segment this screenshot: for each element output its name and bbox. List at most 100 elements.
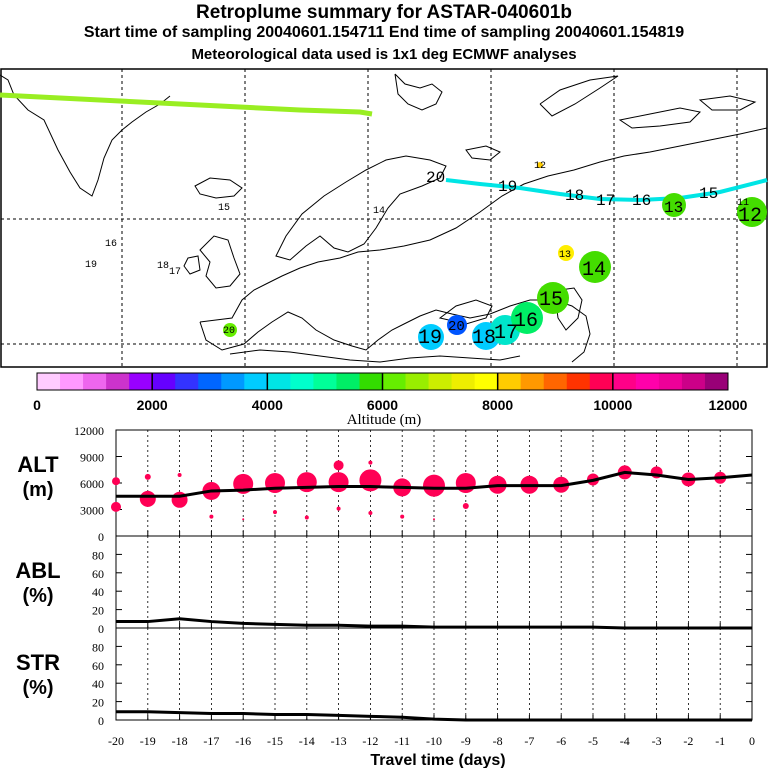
time-series-panels: 030006000900012000ALT(m)020406080ABL(%)0…	[15, 424, 755, 768]
map-label: 17	[169, 267, 181, 278]
map-label: 16	[514, 310, 538, 333]
colorbar-cell	[244, 373, 268, 390]
map-label: 20	[223, 326, 235, 337]
colorbar-cell	[313, 373, 337, 390]
colorbar-cell	[704, 373, 729, 390]
y-axis-unit: (m)	[22, 479, 53, 501]
altitude-dot	[333, 460, 344, 471]
map-label: 13	[664, 199, 683, 217]
altitude-dot	[304, 515, 309, 520]
cluster-marker	[418, 324, 444, 350]
map-label: 16	[105, 239, 117, 250]
y-tick-label: 0	[98, 714, 104, 728]
map-label: 19	[85, 260, 97, 271]
altitude-dot	[209, 514, 214, 519]
colorbar: 0 2000 4000 6000 8000 10000 12000 Altitude (m)	[33, 372, 748, 428]
y-axis-unit: (%)	[22, 585, 53, 607]
colorbar-tick-label: 12000	[709, 397, 748, 413]
y-tick-label: 20	[92, 696, 104, 710]
y-tick-label: 40	[92, 677, 104, 691]
x-tick-label: -14	[299, 734, 315, 748]
colorbar-tick-label: 2000	[137, 397, 168, 413]
x-tick-label: -2	[683, 734, 693, 748]
altitude-dot	[296, 472, 317, 493]
map-panel: 20 19 18 17 16 15 13 12 11 14 13 15 16 1…	[0, 68, 768, 368]
trajectory-cyan-line	[445, 178, 768, 203]
y-axis-label: ABL	[15, 558, 60, 583]
colorbar-cell	[520, 373, 545, 390]
x-tick-label: -4	[620, 734, 630, 748]
map-label: 20	[426, 169, 445, 187]
x-axis-label: Travel time (days)	[370, 752, 505, 768]
map-label: 19	[418, 327, 442, 350]
y-tick-label: 3000	[80, 504, 104, 518]
x-tick-label: -8	[493, 734, 503, 748]
colorbar-cell	[681, 373, 706, 390]
y-axis-label: ALT	[17, 452, 59, 477]
altitude-dot	[144, 473, 151, 480]
colorbar-tick-label: 4000	[252, 397, 283, 413]
colorbar-cell	[267, 373, 291, 390]
colorbar-cell	[405, 373, 430, 390]
altitude-dot	[368, 511, 373, 516]
y-tick-label: 9000	[80, 451, 104, 465]
colorbar-tick-label: 10000	[593, 397, 632, 413]
altitude-dot	[177, 473, 182, 478]
cluster-marker	[558, 245, 574, 261]
colorbar-tick-label: 6000	[367, 397, 398, 413]
map-label: 12	[534, 161, 546, 172]
y-tick-label: 60	[92, 659, 104, 673]
colorbar-tick-label: 8000	[482, 397, 513, 413]
altitude-dot	[423, 474, 445, 497]
altitude-dot	[462, 502, 469, 509]
colorbar-cell	[37, 373, 61, 390]
y-tick-label: 6000	[80, 477, 104, 491]
altitude-dot	[111, 501, 121, 512]
colorbar-cell	[221, 373, 245, 390]
colorbar-cell	[83, 373, 107, 390]
y-tick-label: 0	[98, 622, 104, 636]
y-axis-unit: (%)	[22, 677, 53, 699]
x-tick-label: -9	[461, 734, 471, 748]
colorbar-cell	[658, 373, 683, 390]
colorbar-cell	[290, 373, 314, 390]
altitude-dot	[433, 518, 435, 521]
y-axis-label: STR	[16, 650, 60, 675]
cluster-marker	[537, 162, 543, 168]
colorbar-cell	[428, 373, 453, 390]
x-tick-label: -16	[235, 734, 251, 748]
x-tick-label: -19	[140, 734, 156, 748]
map-label: 14	[582, 259, 606, 282]
altitude-dot	[273, 510, 277, 515]
x-tick-label: -10	[426, 734, 442, 748]
colorbar-cell	[566, 373, 591, 390]
colorbar-cell	[612, 373, 637, 390]
map-label: 13	[559, 250, 571, 261]
map-label: 17	[596, 192, 615, 210]
colorbar-cell	[359, 373, 383, 390]
map-label: 20	[448, 319, 465, 335]
cluster-marker	[579, 251, 611, 283]
altitude-dot	[139, 490, 156, 507]
colorbar-title: Altitude (m)	[347, 412, 422, 428]
x-tick-label: -7	[524, 734, 534, 748]
x-tick-label: -18	[172, 734, 188, 748]
y-tick-label: 40	[92, 585, 104, 599]
y-tick-label: 0	[98, 530, 104, 544]
cluster-markers	[223, 162, 767, 350]
x-tick-label: -15	[267, 734, 283, 748]
x-tick-label: -1	[715, 734, 725, 748]
colorbar-tick-label: 0	[33, 397, 41, 413]
cluster-marker	[447, 315, 467, 335]
met-data-note: Meteorological data used is 1x1 deg ECMW…	[191, 46, 577, 63]
colorbar-cell	[175, 373, 199, 390]
map-frame	[0, 68, 768, 368]
map-label: 15	[539, 289, 563, 312]
colorbar-frame	[36, 372, 729, 391]
colorbar-cell	[198, 373, 222, 390]
altitude-dot	[328, 472, 349, 493]
x-tick-label: -17	[203, 734, 219, 748]
x-tick-label: -12	[362, 734, 378, 748]
altitude-dot	[112, 477, 120, 486]
